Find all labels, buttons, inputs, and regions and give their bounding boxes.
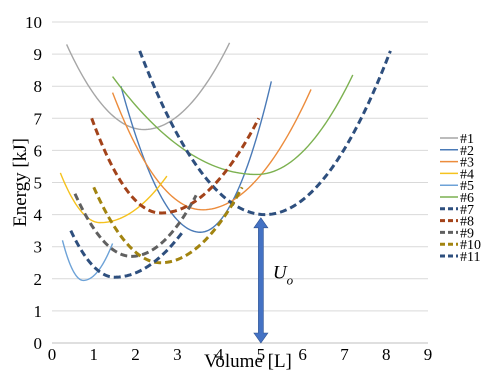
series-line-3 bbox=[111, 89, 312, 211]
y-tick-label: 4 bbox=[34, 206, 43, 225]
legend-label: #1 bbox=[460, 132, 474, 147]
series-line-4 bbox=[59, 172, 168, 224]
annotations: Uo bbox=[253, 217, 294, 344]
y-tick-label: 7 bbox=[34, 109, 43, 128]
x-tick-label: 0 bbox=[48, 345, 57, 364]
legend-label: #3 bbox=[460, 156, 474, 171]
x-axis-ticks: 0 1 2 3 4 5 6 7 8 9 bbox=[48, 345, 433, 364]
series-line-8 bbox=[90, 117, 261, 215]
y-tick-label: 3 bbox=[34, 238, 43, 257]
x-tick-label: 4 bbox=[215, 345, 224, 364]
grid bbox=[52, 21, 428, 312]
series-line-11 bbox=[69, 229, 185, 279]
legend-label: #9 bbox=[460, 226, 474, 241]
x-tick-label: 9 bbox=[424, 345, 433, 364]
legend-label: #10 bbox=[460, 238, 481, 253]
y-tick-label: 8 bbox=[34, 77, 43, 96]
y-tick-label: 6 bbox=[34, 141, 43, 160]
uo-double-arrow bbox=[253, 217, 269, 344]
x-tick-label: 5 bbox=[257, 345, 266, 364]
legend-label: #7 bbox=[460, 203, 474, 218]
legend-label: #2 bbox=[460, 144, 474, 159]
x-tick-label: 3 bbox=[173, 345, 182, 364]
series-line-7 bbox=[138, 50, 392, 217]
y-axis-title: Energy [kJ] bbox=[10, 138, 31, 227]
x-axis-title: Volume [L] bbox=[204, 351, 292, 370]
legend: #1#2#3#4#5#6#7#8#9#10#11 bbox=[440, 132, 481, 265]
y-tick-label: 1 bbox=[34, 302, 43, 321]
x-tick-label: 2 bbox=[131, 345, 140, 364]
series-line-9 bbox=[73, 193, 198, 258]
x-tick-label: 1 bbox=[90, 345, 99, 364]
x-tick-label: 7 bbox=[340, 345, 349, 364]
legend-label: #6 bbox=[460, 191, 474, 206]
y-tick-label: 2 bbox=[34, 270, 43, 289]
y-axis-ticks: 0 1 2 3 4 5 6 7 8 9 10 bbox=[25, 13, 43, 353]
y-tick-label: 10 bbox=[25, 13, 42, 32]
series-line-5 bbox=[61, 240, 114, 282]
series-line-6 bbox=[112, 74, 354, 176]
legend-label: #4 bbox=[460, 167, 474, 182]
y-tick-label: 5 bbox=[34, 174, 43, 193]
legend-label: #8 bbox=[460, 215, 474, 230]
legend-label: #11 bbox=[460, 250, 480, 265]
x-tick-label: 8 bbox=[382, 345, 391, 364]
uo-label: Uo bbox=[273, 262, 294, 287]
y-tick-label: 9 bbox=[34, 45, 43, 64]
series-line-10 bbox=[92, 186, 244, 265]
series-line-1 bbox=[65, 42, 231, 131]
y-tick-label: 0 bbox=[34, 334, 43, 353]
x-tick-label: 6 bbox=[298, 345, 307, 364]
legend-label: #5 bbox=[460, 179, 474, 194]
series-curves bbox=[59, 42, 392, 282]
